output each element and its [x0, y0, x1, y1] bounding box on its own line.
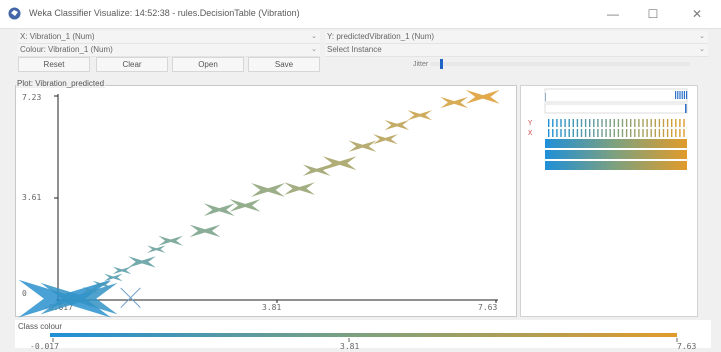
jitter-label: Jitter	[413, 61, 429, 68]
x-tick-label: 3.81	[262, 303, 282, 312]
class-colour-tick: 7.63	[677, 342, 697, 351]
reset-button[interactable]: Reset	[18, 57, 90, 72]
y-tick-label: 3.61	[22, 193, 42, 202]
select-instance-label: Select Instance	[327, 45, 382, 54]
y-tick-label: 0	[22, 289, 27, 298]
save-button[interactable]: Save	[248, 57, 320, 72]
y-axis-select[interactable]: Y: predictedVibration_1 (Num) ⌄	[325, 31, 708, 44]
x-tick-label: -0.017	[44, 303, 73, 312]
jitter-slider-thumb[interactable]	[440, 59, 444, 69]
x-axis-select[interactable]: X: Vibration_1 (Num) ⌄	[18, 31, 320, 44]
plot-title: Plot: Vibration_predicted	[16, 79, 106, 88]
colour-select[interactable]: Colour: Vibration_1 (Num) ⌄	[18, 44, 320, 57]
colour-label: Colour: Vibration_1 (Num)	[20, 45, 113, 54]
chevron-down-icon: ⌄	[311, 33, 317, 40]
open-button[interactable]: Open	[172, 57, 244, 72]
close-button[interactable]: ✕	[691, 7, 703, 21]
weka-app-icon	[8, 7, 21, 20]
chevron-down-icon: ⌄	[699, 33, 705, 40]
class-colour-title: Class colour	[18, 322, 63, 331]
clear-button[interactable]: Clear	[96, 57, 168, 72]
chevron-down-icon: ⌄	[699, 46, 705, 53]
class-colour-tick: 3.81	[340, 342, 360, 351]
attribute-panel[interactable]	[520, 85, 698, 317]
minimize-button[interactable]: —	[607, 7, 619, 21]
chevron-down-icon: ⌄	[311, 46, 317, 53]
maximize-button[interactable]: ☐	[647, 7, 659, 21]
title-bar: Weka Classifier Visualize: 14:52:38 - ru…	[0, 0, 721, 29]
class-colour-tick: -0.017	[30, 342, 59, 351]
plot-panel[interactable]	[15, 85, 517, 317]
jitter-slider[interactable]	[430, 62, 690, 66]
class-colour-gradient	[50, 333, 677, 337]
y-axis-label: Y: predictedVibration_1 (Num)	[327, 32, 435, 41]
y-tick-label: 7.23	[22, 93, 42, 102]
select-instance-select[interactable]: Select Instance ⌄	[325, 44, 708, 57]
x-tick-label: 7.63	[478, 303, 498, 312]
x-axis-label: X: Vibration_1 (Num)	[20, 32, 95, 41]
window-title: Weka Classifier Visualize: 14:52:38 - ru…	[29, 8, 300, 18]
